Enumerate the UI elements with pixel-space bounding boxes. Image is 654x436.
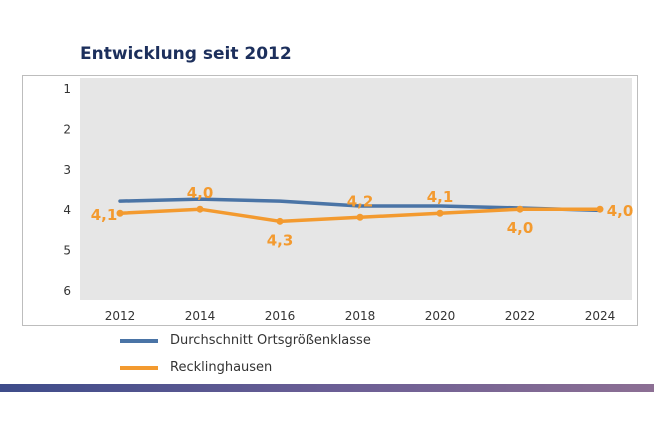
data-point-recklinghausen-2014	[196, 205, 204, 213]
legend-swatch-durchschnitt	[120, 338, 158, 343]
y-tick-label-4: 4	[63, 203, 71, 217]
bottom-gradient-bar	[0, 384, 654, 392]
plot-area	[80, 78, 632, 300]
y-tick-label-2: 2	[63, 122, 71, 136]
chart-title: Entwicklung seit 2012	[80, 44, 292, 64]
x-tick-label-2014: 2014	[185, 309, 216, 323]
y-tick-label-1: 1	[63, 82, 71, 96]
data-label-recklinghausen-2024: 4,0	[607, 202, 634, 220]
x-tick-label-2016: 2016	[265, 309, 296, 323]
data-point-recklinghausen-2024	[596, 205, 604, 213]
legend-label-recklinghausen: Recklinghausen	[170, 360, 273, 375]
data-point-recklinghausen-2020	[436, 209, 444, 217]
data-label-recklinghausen-2022: 4,0	[507, 219, 534, 237]
x-tick-label-2022: 2022	[505, 309, 536, 323]
data-point-recklinghausen-2018	[356, 213, 364, 221]
x-tick-label-2012: 2012	[105, 309, 136, 323]
data-point-recklinghausen-2016	[276, 217, 284, 225]
y-tick-label-5: 5	[63, 244, 71, 258]
data-label-recklinghausen-2016: 4,3	[267, 231, 294, 249]
x-tick-label-2020: 2020	[425, 309, 456, 323]
legend-item-durchschnitt: Durchschnitt Ortsgrößenklasse	[120, 333, 371, 348]
y-tick-label-6: 6	[63, 284, 71, 298]
data-point-recklinghausen-2012	[116, 209, 124, 217]
x-tick-label-2018: 2018	[345, 309, 376, 323]
legend-swatch-recklinghausen	[120, 365, 158, 370]
data-label-recklinghausen-2014: 4,0	[187, 184, 214, 202]
data-label-recklinghausen-2020: 4,1	[427, 188, 454, 206]
legend-label-durchschnitt: Durchschnitt Ortsgrößenklasse	[170, 333, 371, 348]
data-label-recklinghausen-2012: 4,1	[91, 206, 118, 224]
data-label-recklinghausen-2018: 4,2	[347, 192, 374, 210]
y-tick-label-3: 3	[63, 163, 71, 177]
x-tick-label-2024: 2024	[585, 309, 616, 323]
data-point-recklinghausen-2022	[516, 205, 524, 213]
legend-item-recklinghausen: Recklinghausen	[120, 360, 272, 375]
